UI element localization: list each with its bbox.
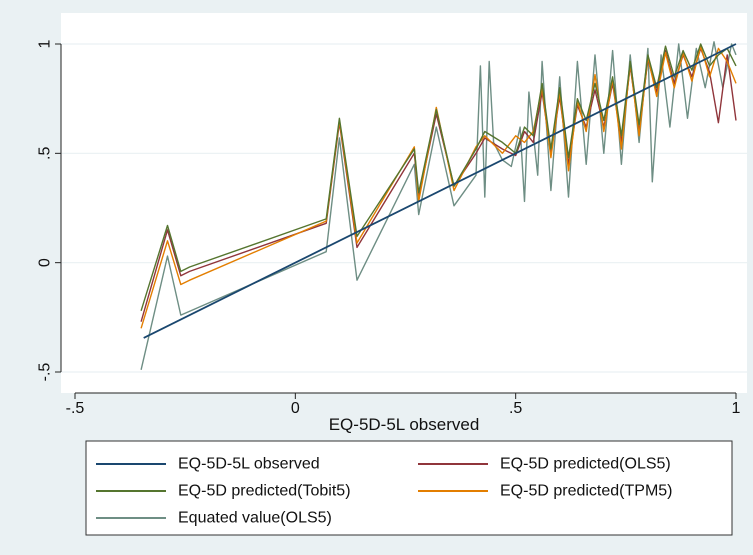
series-lines — [140, 41, 737, 370]
y-tick-label: .5 — [37, 147, 54, 160]
x-tick-label: 0 — [291, 400, 300, 417]
axes: -.5 0 .5 1 -.5 0 .5 1 — [37, 39, 741, 417]
legend-label: EQ-5D predicted(TPM5) — [500, 483, 673, 500]
legend-box — [85, 440, 733, 536]
legend-label: EQ-5D predicted(OLS5) — [500, 456, 671, 473]
series-line-3 — [140, 45, 737, 329]
y-tick-label: -.5 — [37, 363, 54, 382]
plot-region — [61, 13, 747, 393]
y-tick-label: 0 — [37, 258, 54, 267]
x-tick-label: 1 — [732, 400, 741, 417]
legend-label: EQ-5D-5L observed — [178, 456, 320, 473]
x-tick-label: -.5 — [66, 400, 85, 417]
x-tick-label: .5 — [509, 400, 522, 417]
legend: EQ-5D-5L observed EQ-5D predicted(OLS5) EQ… — [85, 440, 733, 536]
series-line-0 — [143, 43, 737, 339]
grid — [61, 43, 747, 373]
y-tick-label: 1 — [37, 39, 54, 48]
legend-label: Equated value(OLS5) — [178, 510, 332, 527]
series-line-2 — [140, 43, 737, 312]
legend-label: EQ-5D predicted(Tobit5) — [178, 483, 351, 500]
x-axis-title: EQ-5D-5L observed — [329, 415, 480, 434]
